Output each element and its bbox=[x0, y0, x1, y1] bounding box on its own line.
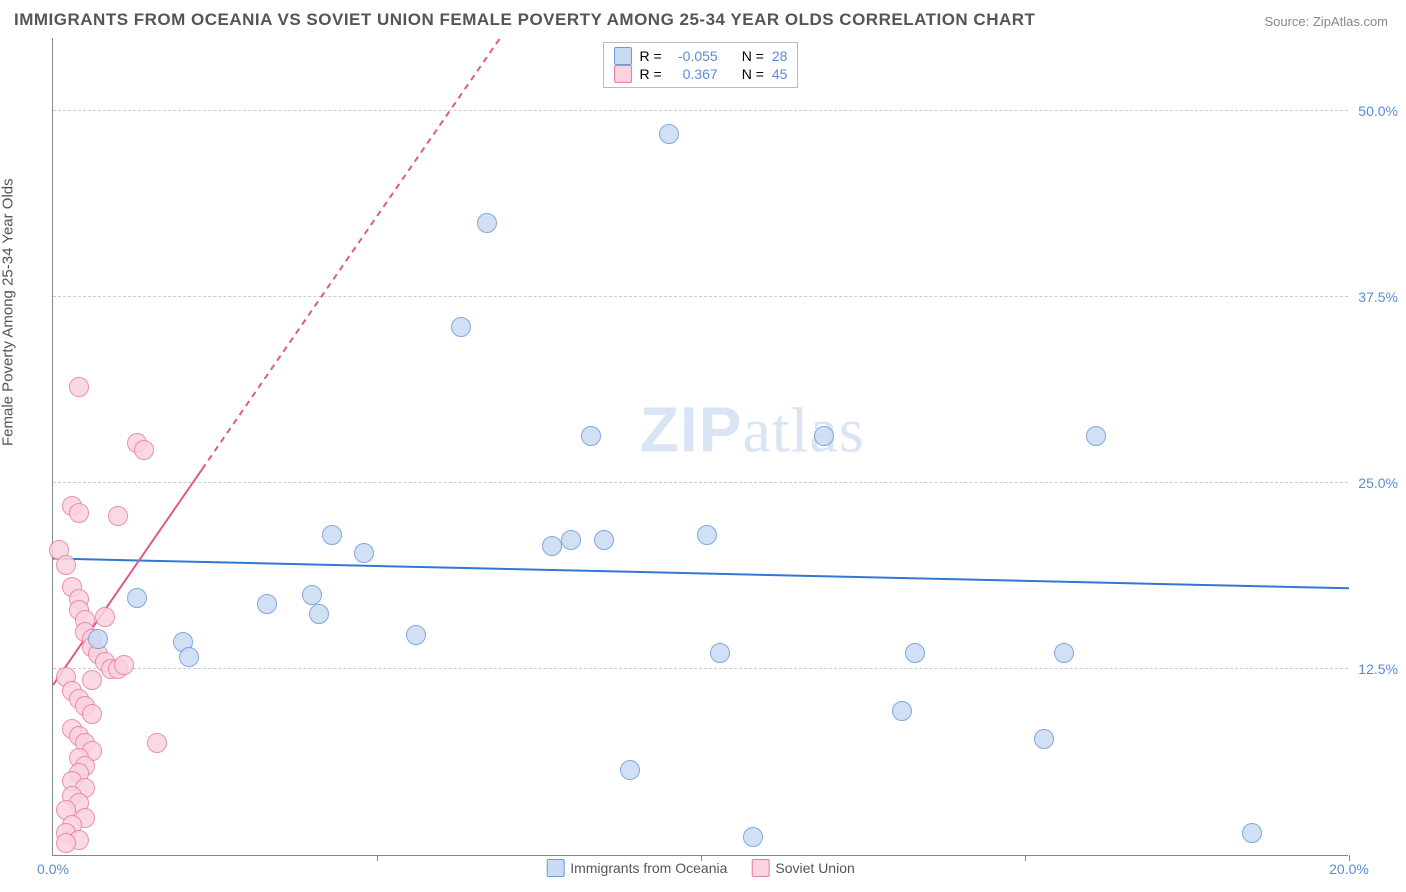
legend-item-soviet: Soviet Union bbox=[751, 859, 854, 877]
point-oceania bbox=[1034, 729, 1054, 749]
point-oceania bbox=[354, 543, 374, 563]
point-oceania bbox=[659, 124, 679, 144]
legend-label-oceania: Immigrants from Oceania bbox=[570, 860, 727, 876]
y-tick-label: 37.5% bbox=[1358, 289, 1398, 305]
point-soviet bbox=[56, 555, 76, 575]
n-value-soviet: 45 bbox=[772, 66, 788, 82]
swatch-soviet bbox=[751, 859, 769, 877]
point-oceania bbox=[1242, 823, 1262, 843]
point-oceania bbox=[322, 525, 342, 545]
point-oceania bbox=[1054, 643, 1074, 663]
point-soviet bbox=[69, 377, 89, 397]
correlation-legend: R = -0.055 N = 28 R = 0.367 N = 45 bbox=[603, 42, 799, 88]
swatch-oceania bbox=[546, 859, 564, 877]
point-soviet bbox=[108, 506, 128, 526]
series-legend: Immigrants from Oceania Soviet Union bbox=[546, 859, 855, 877]
point-oceania bbox=[1086, 426, 1106, 446]
point-oceania bbox=[743, 827, 763, 847]
y-axis-label: Female Poverty Among 25-34 Year Olds bbox=[0, 178, 17, 446]
chart-title: IMMIGRANTS FROM OCEANIA VS SOVIET UNION … bbox=[14, 10, 1035, 30]
point-oceania bbox=[127, 588, 147, 608]
y-tick-label: 50.0% bbox=[1358, 103, 1398, 119]
r-label: R = bbox=[640, 48, 662, 64]
point-soviet bbox=[134, 440, 154, 460]
legend-row-soviet: R = 0.367 N = 45 bbox=[614, 65, 788, 83]
n-label: N = bbox=[742, 48, 764, 64]
x-tick-label: 20.0% bbox=[1329, 861, 1369, 877]
r-label: R = bbox=[640, 66, 662, 82]
point-soviet bbox=[69, 503, 89, 523]
point-oceania bbox=[406, 625, 426, 645]
x-tick-label: 0.0% bbox=[37, 861, 69, 877]
swatch-oceania bbox=[614, 47, 632, 65]
point-oceania bbox=[561, 530, 581, 550]
n-value-oceania: 28 bbox=[772, 48, 788, 64]
point-oceania bbox=[620, 760, 640, 780]
point-oceania bbox=[309, 604, 329, 624]
regression-lines bbox=[53, 38, 1348, 855]
point-soviet bbox=[147, 733, 167, 753]
point-soviet bbox=[82, 670, 102, 690]
point-oceania bbox=[451, 317, 471, 337]
source-attribution: Source: ZipAtlas.com bbox=[1264, 14, 1388, 29]
r-value-soviet: 0.367 bbox=[670, 66, 718, 82]
point-soviet bbox=[56, 833, 76, 853]
y-tick-label: 12.5% bbox=[1358, 661, 1398, 677]
point-oceania bbox=[581, 426, 601, 446]
swatch-soviet bbox=[614, 65, 632, 83]
point-oceania bbox=[302, 585, 322, 605]
point-oceania bbox=[594, 530, 614, 550]
point-oceania bbox=[905, 643, 925, 663]
point-oceania bbox=[477, 213, 497, 233]
plot-area: ZIPatlas R = -0.055 N = 28 R = 0.367 N =… bbox=[52, 38, 1348, 856]
point-oceania bbox=[88, 629, 108, 649]
point-oceania bbox=[814, 426, 834, 446]
point-soviet bbox=[95, 607, 115, 627]
point-oceania bbox=[179, 647, 199, 667]
regression-line bbox=[53, 559, 1349, 589]
point-oceania bbox=[697, 525, 717, 545]
point-oceania bbox=[542, 536, 562, 556]
y-tick-label: 25.0% bbox=[1358, 475, 1398, 491]
point-soviet bbox=[114, 655, 134, 675]
point-oceania bbox=[892, 701, 912, 721]
point-soviet bbox=[82, 704, 102, 724]
legend-row-oceania: R = -0.055 N = 28 bbox=[614, 47, 788, 65]
point-oceania bbox=[257, 594, 277, 614]
r-value-oceania: -0.055 bbox=[670, 48, 718, 64]
legend-label-soviet: Soviet Union bbox=[775, 860, 854, 876]
n-label: N = bbox=[742, 66, 764, 82]
point-oceania bbox=[710, 643, 730, 663]
legend-item-oceania: Immigrants from Oceania bbox=[546, 859, 727, 877]
regression-line bbox=[202, 38, 500, 469]
